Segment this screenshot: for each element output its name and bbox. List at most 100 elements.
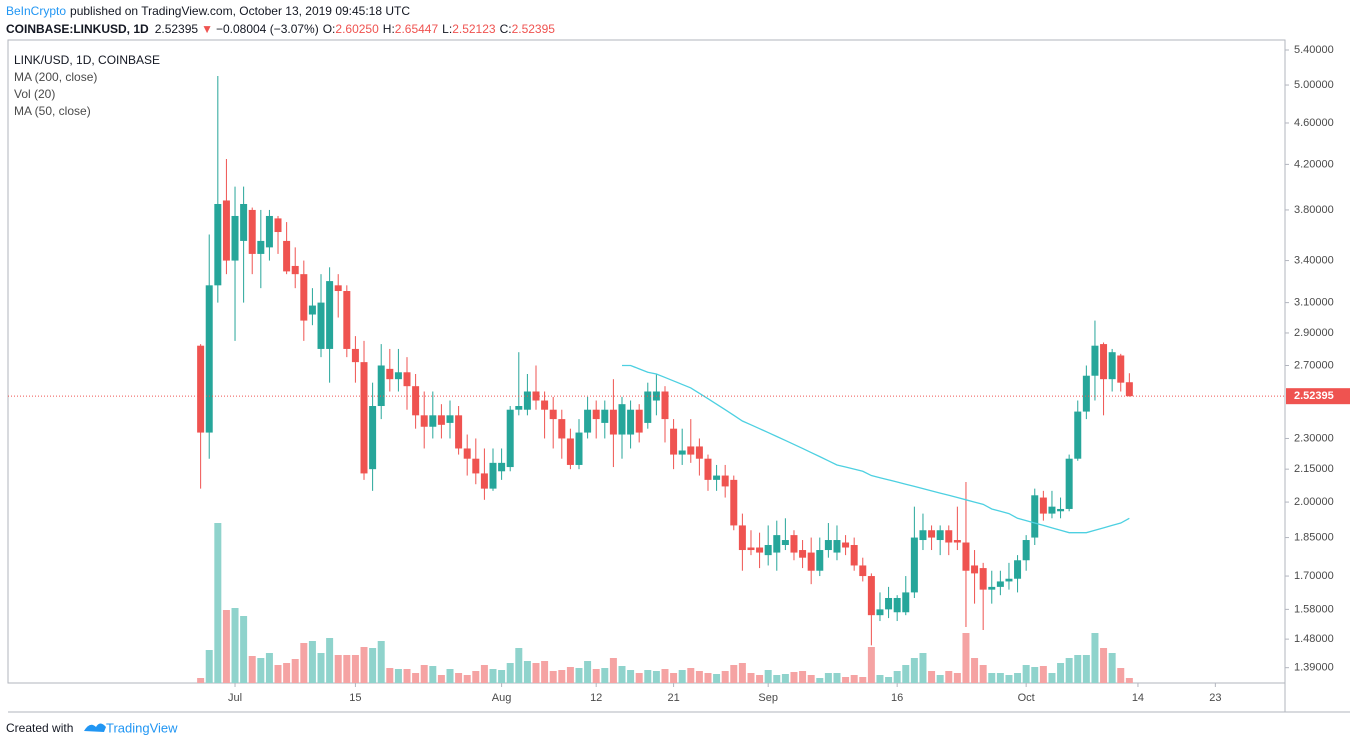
x-tick-label: Jul — [228, 692, 242, 704]
y-tick-label: 3.10000 — [1294, 297, 1334, 309]
volume-bar — [807, 675, 815, 683]
y-tick-label: 1.48000 — [1294, 633, 1334, 645]
o-label: O: — [323, 22, 336, 36]
candle-body — [661, 391, 669, 420]
y-tick-label: 3.80000 — [1294, 204, 1334, 216]
candle-body — [334, 285, 342, 292]
last: 2.52395 — [155, 22, 199, 36]
candle-body — [377, 365, 385, 407]
candle-body — [910, 537, 918, 593]
candle-body — [609, 409, 617, 435]
volume-bar — [455, 673, 463, 683]
y-tick-label: 1.85000 — [1294, 531, 1334, 543]
y-tick-label: 5.00000 — [1294, 79, 1334, 91]
candle-body — [1005, 578, 1013, 582]
x-tick-label: 12 — [590, 692, 602, 704]
candle-body — [472, 458, 480, 474]
candle-body — [558, 419, 566, 439]
volume-bar — [652, 671, 660, 683]
volume-bar — [730, 665, 738, 683]
volume-bar — [265, 653, 273, 683]
candle-body — [919, 530, 927, 541]
volume-bar — [996, 673, 1004, 683]
candle-body — [627, 409, 635, 435]
y-tick-label: 5.40000 — [1294, 44, 1334, 56]
volume-bar — [962, 633, 970, 683]
volume-bar — [859, 677, 867, 683]
volume-bar — [437, 675, 445, 683]
candle-body — [764, 545, 772, 556]
volume-bar — [197, 678, 205, 683]
candle-body — [369, 406, 377, 470]
y-tick-label: 2.70000 — [1294, 359, 1334, 371]
candle-body — [300, 274, 308, 321]
volume-bar — [876, 675, 884, 683]
footer-logo — [84, 723, 106, 732]
candle-body — [670, 428, 678, 455]
candle-body — [885, 597, 893, 610]
volume-bar — [928, 671, 936, 683]
y-tick-label: 4.60000 — [1294, 117, 1334, 129]
volume-bar — [412, 673, 420, 683]
volume-bar — [566, 667, 574, 683]
candle-body — [635, 409, 643, 433]
volume-bar — [816, 678, 824, 683]
x-tick-label: Oct — [1018, 692, 1035, 704]
y-tick-label: 2.00000 — [1294, 496, 1334, 508]
volume-bar — [850, 675, 858, 683]
symbol: COINBASE:LINKUSD, 1D — [6, 22, 149, 36]
volume-bar — [377, 641, 385, 683]
candle-body — [326, 281, 334, 349]
volume-bar — [558, 670, 566, 683]
candle-body — [412, 386, 420, 416]
volume-bar — [283, 663, 291, 683]
candle-body — [291, 265, 299, 275]
volume-bar — [360, 647, 368, 683]
candle-body — [1022, 540, 1030, 561]
volume-bar — [824, 673, 832, 683]
volume-bar — [351, 655, 359, 683]
candle-body — [704, 458, 712, 480]
volume-bar — [1065, 658, 1073, 683]
candle-body — [214, 203, 222, 286]
candle-body — [962, 542, 970, 571]
volume-bar — [661, 669, 669, 683]
volume-bar — [549, 671, 557, 683]
candle-body — [1117, 355, 1125, 383]
candle-body — [463, 448, 471, 459]
arrow: ▼ — [201, 22, 213, 36]
candle-body — [506, 409, 514, 468]
volume-bar — [713, 674, 721, 683]
volume-bar — [1100, 648, 1108, 683]
volume-bar — [885, 677, 893, 683]
footer-brand: TradingView — [106, 720, 178, 735]
volume-bar — [541, 661, 549, 683]
volume-bar — [480, 665, 488, 683]
candle-body — [687, 446, 695, 455]
candle-body — [678, 450, 686, 455]
x-tick-label: 16 — [891, 692, 903, 704]
volume-bar — [953, 673, 961, 683]
legend-entry: MA (50, close) — [14, 104, 91, 118]
volume-bar — [317, 653, 325, 683]
candle-body — [1031, 495, 1039, 538]
candle-body — [446, 415, 454, 423]
volume-bar — [472, 671, 480, 683]
candle-body — [394, 372, 402, 380]
candle-body — [592, 409, 600, 420]
candle-body — [807, 552, 815, 571]
volume-bar — [867, 647, 875, 683]
y-tick-label: 4.20000 — [1294, 158, 1334, 170]
candle-body — [893, 597, 901, 613]
y-tick-label: 1.70000 — [1294, 570, 1334, 582]
volume-bar — [584, 661, 592, 683]
volume-bar — [274, 665, 282, 683]
volume-bar — [910, 658, 918, 683]
volume-bar — [257, 658, 265, 683]
last-price-label: 2.52395 — [1294, 390, 1334, 402]
volume-bar — [1039, 666, 1047, 683]
volume-bar — [704, 673, 712, 683]
volume-bar — [1117, 668, 1125, 683]
candle-body — [489, 462, 497, 489]
x-tick-label: Sep — [758, 692, 778, 704]
